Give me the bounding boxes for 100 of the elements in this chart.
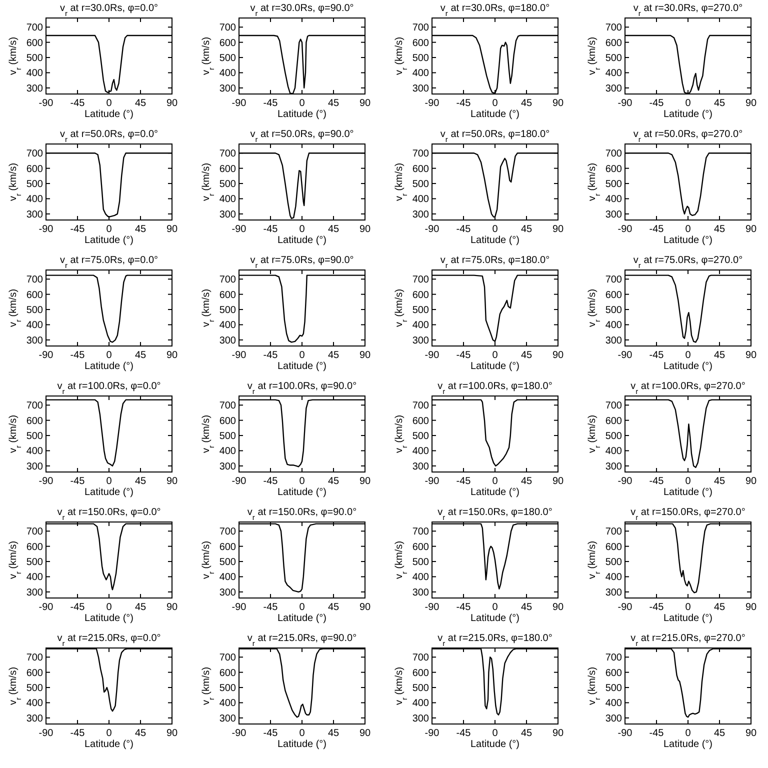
x-axis-title: Latitude (°): [663, 613, 713, 624]
y-tick-label: 500: [412, 179, 430, 190]
x-axis-title: Latitude (°): [470, 235, 520, 246]
x-tick-label: 90: [745, 98, 757, 109]
y-tick-label: 300: [605, 461, 622, 472]
y-tick-label: 600: [605, 416, 622, 427]
x-tick-label: 90: [359, 350, 371, 361]
chart-title: v$_{r}$ at r=215.0Rs, φ=270.0°: [630, 633, 746, 648]
x-tick-label: -90: [38, 350, 54, 361]
y-tick-label: 300: [412, 461, 430, 472]
x-axis-title: Latitude (°): [470, 487, 520, 498]
x-axis-title: Latitude (°): [470, 613, 520, 624]
y-tick-label: 300: [605, 209, 622, 220]
y-tick-label: 600: [219, 164, 236, 175]
y-tick-label: 400: [219, 68, 236, 80]
y-tick-label: 400: [412, 68, 430, 80]
y-tick-label: 700: [605, 526, 622, 538]
x-tick-label: -90: [618, 602, 633, 613]
x-tick-label: -90: [424, 728, 440, 739]
x-tick-label: 45: [134, 602, 146, 613]
y-tick-label: 400: [26, 68, 44, 80]
x-tick-label: 45: [714, 350, 726, 361]
y-tick-label: 400: [605, 320, 622, 332]
y-tick-label: 700: [26, 22, 44, 34]
x-tick-label: 45: [328, 98, 340, 109]
x-tick-label: 90: [359, 98, 371, 109]
y-tick-label: 400: [605, 698, 622, 710]
y-tick-label: 700: [219, 22, 236, 34]
y-tick-label: 400: [219, 446, 236, 458]
y-tick-label: 500: [605, 53, 622, 64]
y-tick-label: 500: [412, 305, 430, 316]
y-tick-label: 500: [26, 683, 44, 694]
x-tick-label: -90: [424, 476, 440, 487]
y-tick-label: 300: [605, 335, 622, 346]
x-tick-label: -90: [232, 728, 247, 739]
x-tick-label: 0: [106, 224, 112, 235]
x-tick-label: 90: [745, 728, 757, 739]
y-tick-label: 500: [26, 557, 44, 568]
y-tick-label: 300: [26, 587, 44, 598]
x-tick-label: 90: [166, 224, 178, 235]
x-tick-label: -45: [263, 224, 278, 235]
y-tick-label: 300: [412, 335, 430, 346]
x-tick-label: 45: [328, 476, 340, 487]
y-tick-label: 300: [26, 83, 44, 94]
x-tick-label: 0: [685, 602, 692, 613]
x-axis-title: Latitude (°): [663, 235, 713, 246]
y-tick-label: 300: [219, 83, 236, 94]
y-tick-label: 600: [412, 290, 430, 301]
y-tick-label: 400: [605, 572, 622, 584]
y-tick-label: 700: [412, 274, 430, 286]
y-tick-label: 600: [219, 416, 236, 427]
y-tick-label: 300: [412, 83, 430, 94]
x-tick-label: -45: [649, 224, 664, 235]
y-tick-label: 600: [605, 164, 622, 175]
y-tick-label: 600: [219, 290, 236, 301]
x-tick-label: -45: [263, 98, 278, 109]
x-tick-label: -45: [263, 728, 278, 739]
y-tick-label: 600: [26, 416, 44, 427]
chart-title: v$_{r}$ at r=50.0Rs, φ=90.0°: [250, 129, 354, 144]
x-tick-label: 90: [166, 98, 178, 109]
y-tick-label: 300: [26, 461, 44, 472]
y-tick-label: 600: [219, 542, 236, 553]
y-tick-label: 500: [219, 53, 236, 64]
x-axis-title: Latitude (°): [84, 109, 134, 120]
y-tick-label: 400: [26, 446, 44, 458]
y-tick-label: 500: [412, 557, 430, 568]
chart-title: v$_{r}$ at r=30.0Rs, φ=270.0°: [633, 3, 743, 18]
x-tick-label: 45: [328, 728, 340, 739]
y-tick-label: 700: [412, 148, 430, 160]
y-tick-label: 700: [605, 148, 622, 160]
y-tick-label: 700: [605, 400, 622, 412]
x-tick-label: 0: [685, 98, 692, 109]
x-tick-label: -45: [456, 98, 472, 109]
x-tick-label: 45: [328, 350, 340, 361]
y-tick-label: 700: [26, 274, 44, 286]
x-tick-label: 90: [745, 602, 757, 613]
x-axis-title: Latitude (°): [663, 109, 713, 120]
x-axis-title: Latitude (°): [277, 739, 327, 750]
x-tick-label: 0: [492, 98, 498, 109]
chart-title: v$_{r}$ at r=75.0Rs, φ=270.0°: [633, 255, 743, 270]
y-tick-label: 500: [26, 53, 44, 64]
y-tick-label: 500: [605, 557, 622, 568]
y-tick-label: 700: [219, 652, 236, 664]
x-tick-label: -45: [649, 602, 664, 613]
y-tick-label: 700: [26, 652, 44, 664]
y-tick-label: 500: [219, 557, 236, 568]
chart-title: v$_{r}$ at r=75.0Rs, φ=0.0°: [60, 255, 158, 270]
chart-title: v$_{r}$ at r=100.0Rs, φ=180.0°: [438, 381, 552, 396]
x-tick-label: 0: [299, 602, 306, 613]
x-tick-label: -90: [424, 224, 440, 235]
x-tick-label: 45: [714, 98, 726, 109]
x-axis-title: Latitude (°): [84, 739, 134, 750]
y-tick-label: 300: [26, 209, 44, 220]
x-tick-label: 90: [166, 476, 178, 487]
x-tick-label: 0: [106, 602, 112, 613]
x-tick-label: 45: [328, 224, 340, 235]
chart-title: v$_{r}$ at r=150.0Rs, φ=180.0°: [438, 507, 552, 522]
x-axis-title: Latitude (°): [84, 361, 134, 372]
x-tick-label: -90: [232, 602, 247, 613]
x-tick-label: 90: [552, 350, 564, 361]
